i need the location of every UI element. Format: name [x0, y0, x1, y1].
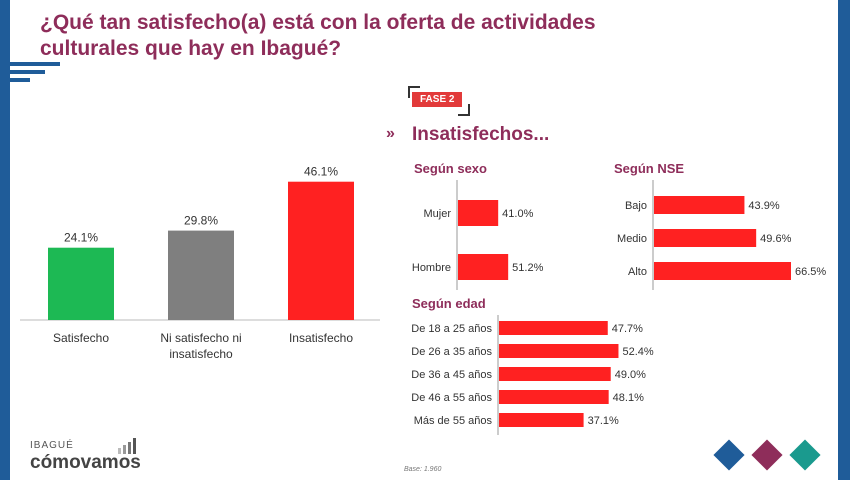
phase-badge: FASE 2 — [412, 92, 463, 107]
edad-value-0: 47.7% — [612, 323, 643, 335]
nse-category-1: Medio — [617, 233, 647, 245]
page-title: ¿Qué tan satisfecho(a) está con la ofert… — [40, 11, 596, 60]
logo-city: IBAGUÉ — [30, 440, 74, 451]
edad-value-2: 49.0% — [615, 369, 646, 381]
nse-bar-1 — [654, 229, 757, 247]
right-edge-bar — [838, 0, 850, 480]
corner-line-2 — [0, 70, 45, 74]
chevron-right-icon: » — [386, 125, 395, 142]
edad-category-1: De 26 a 35 años — [411, 346, 492, 358]
edad-title: Según edad — [412, 296, 486, 311]
corner-line-1 — [0, 62, 60, 66]
edad-bar-3 — [499, 390, 609, 404]
nse-category-2: Alto — [628, 266, 647, 278]
edad-bar-1 — [499, 344, 619, 358]
edad-bar-0 — [499, 321, 608, 335]
sexo-bar-0 — [458, 200, 499, 226]
bar-label-1: 29.8% — [184, 214, 218, 228]
category-label-1: Ni satisfecho ni — [160, 331, 241, 345]
edad-bar-4 — [499, 413, 584, 427]
sexo-category-1: Hombre — [412, 262, 451, 274]
logo-brand: cómovamos — [30, 452, 141, 473]
bar-label-2: 46.1% — [304, 165, 338, 179]
bar-2 — [288, 181, 354, 320]
sexo-title: Según sexo — [414, 161, 487, 176]
edad-bar-chart: De 18 a 25 años 47.7% De 26 a 35 años 52.4%… — [411, 315, 654, 435]
nse-title: Según NSE — [614, 161, 685, 176]
edad-category-2: De 36 a 45 años — [411, 369, 492, 381]
corner-line-3 — [0, 78, 30, 82]
sexo-category-0: Mujer — [423, 208, 451, 220]
diamond-navy-icon — [713, 439, 745, 471]
edad-value-4: 37.1% — [588, 415, 619, 427]
bar-0 — [48, 247, 114, 320]
sexo-bar-chart: Mujer 41.0% Hombre 51.2% — [412, 180, 544, 290]
category-label-2: Insatisfecho — [289, 331, 353, 345]
nse-value-0: 43.9% — [748, 200, 779, 212]
bar-1 — [168, 230, 234, 320]
edad-category-0: De 18 a 25 años — [411, 323, 492, 335]
edad-bar-2 — [499, 367, 611, 381]
base-note: Base: 1.960 — [404, 466, 442, 473]
nse-bar-0 — [654, 196, 745, 214]
subheading: Insatisfechos... — [412, 124, 550, 145]
edad-value-1: 52.4% — [622, 346, 653, 358]
edad-value-3: 48.1% — [613, 392, 644, 404]
nse-bar-chart: Bajo 43.9% Medio 49.6% Alto 66.5% — [617, 180, 826, 290]
sexo-bar-1 — [458, 254, 509, 280]
edad-category-4: Más de 55 años — [414, 415, 493, 427]
main-bar-chart: 24.1% Satisfecho 29.8% Ni satisfecho ni insa… — [20, 165, 380, 361]
bar-label-0: 24.1% — [64, 231, 98, 245]
bars-icon — [118, 438, 138, 459]
left-edge-bar — [0, 0, 10, 480]
nse-value-1: 49.6% — [760, 233, 791, 245]
bracket-bottom-right — [458, 104, 470, 116]
sexo-value-1: 51.2% — [512, 262, 543, 274]
sexo-value-0: 41.0% — [502, 208, 533, 220]
edad-category-3: De 46 a 55 años — [411, 392, 492, 404]
category-label-0: Satisfecho — [53, 331, 109, 345]
nse-category-0: Bajo — [625, 200, 647, 212]
bracket-top-left — [408, 86, 420, 98]
diamond-purple-icon — [751, 439, 783, 471]
nse-value-2: 66.5% — [795, 266, 826, 278]
diamond-teal-icon — [789, 439, 821, 471]
category-label-1-line2: insatisfecho — [169, 347, 233, 361]
nse-bar-2 — [654, 262, 791, 280]
